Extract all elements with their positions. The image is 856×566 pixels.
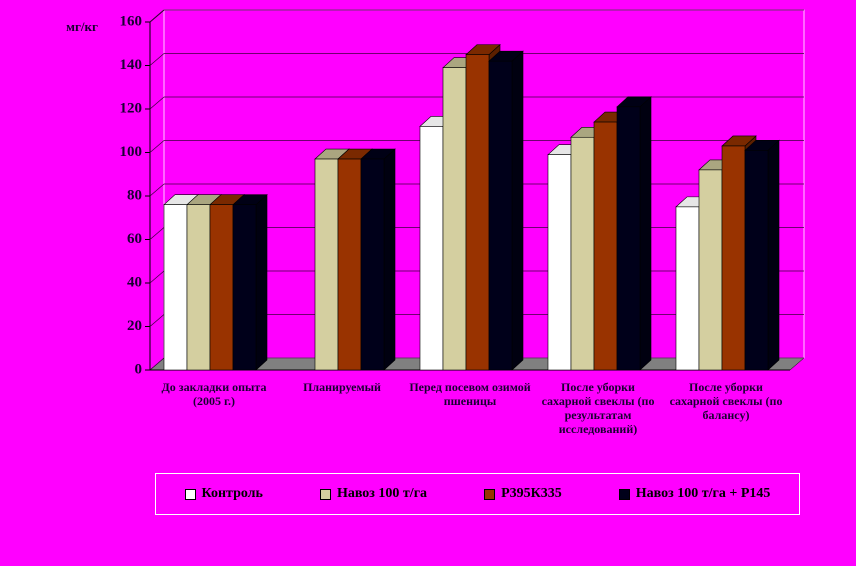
grid-line	[149, 357, 165, 371]
grid-line	[149, 140, 165, 153]
legend-label: Р395К335	[501, 486, 562, 501]
grid-line	[149, 9, 165, 23]
y-tick-label: 120	[120, 100, 143, 116]
legend-item: Р395К335	[484, 486, 562, 502]
legend-item: Контроль	[184, 486, 263, 502]
y-tick-label: 80	[127, 187, 142, 203]
legend-swatch	[184, 488, 196, 500]
legend-label: Навоз 100 т/га + Р145	[635, 486, 771, 501]
bar	[593, 121, 618, 371]
legend: Контроль Навоз 100 т/га Р395К335 Навоз 100 …	[155, 473, 800, 515]
grid-line	[149, 53, 165, 66]
bar	[442, 67, 467, 371]
legend-label: Навоз 100 т/га	[336, 486, 428, 501]
bar	[337, 158, 362, 371]
bar-side	[255, 194, 268, 371]
y-tick-label: 20	[127, 318, 142, 334]
bar	[698, 169, 723, 371]
legend-item: Навоз 100 т/га + Р145	[618, 486, 771, 502]
bar	[163, 204, 188, 371]
bar-side	[639, 96, 652, 371]
grid-line	[149, 227, 165, 240]
y-tick-label: 40	[127, 274, 142, 290]
bar	[465, 54, 490, 371]
grid-line	[149, 183, 165, 197]
bar	[232, 204, 257, 371]
bar-side	[383, 148, 396, 371]
legend-swatch	[618, 488, 630, 500]
x-tick-label: Планируемый	[303, 380, 381, 394]
grid-line	[149, 96, 165, 110]
bar	[186, 204, 211, 371]
bar	[721, 145, 746, 371]
legend-label: Контроль	[201, 486, 263, 501]
legend-swatch	[484, 488, 496, 500]
y-axis-label: мг/кг	[66, 19, 98, 34]
bar-side	[511, 50, 524, 371]
legend-item: Навоз 100 т/га	[319, 486, 428, 502]
bar	[419, 126, 444, 371]
bar	[744, 150, 769, 371]
bar	[360, 158, 385, 371]
legend-swatch	[319, 488, 331, 500]
bar	[616, 106, 641, 371]
grid-line	[149, 270, 165, 284]
y-tick-label: 0	[135, 361, 143, 377]
bar-side	[767, 139, 780, 371]
bar	[209, 204, 234, 371]
y-tick-label: 100	[120, 144, 143, 160]
bar	[547, 154, 572, 371]
bar	[675, 206, 700, 371]
x-tick-label: После уборки сахарной свеклы (по балансу…	[669, 380, 783, 422]
y-tick-label: 60	[127, 231, 142, 247]
bar	[570, 136, 595, 371]
bar	[488, 60, 513, 371]
y-tick-label: 160	[120, 13, 143, 29]
x-tick-label: После уборки сахарной свеклы (по результ…	[541, 380, 655, 436]
bar	[314, 158, 339, 371]
y-tick-label: 140	[120, 57, 143, 73]
x-tick-label: Перед посевом озимой пшеницы	[409, 380, 531, 408]
grid-line	[149, 314, 165, 327]
x-tick-label: До закладки опыта (2005 г.)	[161, 380, 267, 408]
